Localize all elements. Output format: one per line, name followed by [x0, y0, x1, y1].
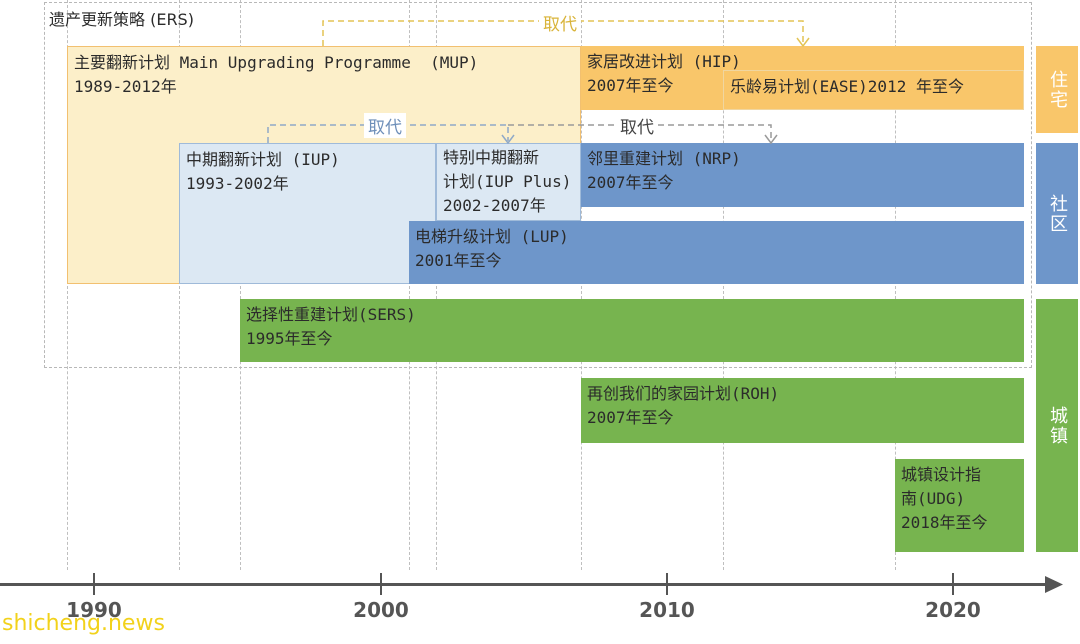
year-label: 1990 — [66, 598, 122, 622]
sidebar-town: 城镇 — [1036, 299, 1078, 552]
sidebar-housing-label: 住宅 — [1047, 69, 1068, 110]
iup-plus-box: 特别中期翻新 计划(IUP Plus) 2002-2007年 — [436, 143, 581, 221]
roh-period: 2007年至今 — [587, 408, 674, 427]
arrow-mup-nrp — [508, 124, 772, 141]
axis-tick — [380, 573, 382, 595]
hip-title: 家居改进计划 (HIP) — [587, 52, 741, 71]
lup-period: 2001年至今 — [415, 251, 502, 270]
iup-plus-title-1: 特别中期翻新 — [443, 148, 540, 167]
guide-line — [581, 0, 582, 570]
arrow-head-hip — [796, 37, 810, 48]
iup-box: 中期翻新计划 (IUP) 1993-2002年 — [179, 143, 436, 284]
replace-label-2: 取代 — [364, 113, 406, 138]
arrow-iup-iupplus — [267, 124, 509, 143]
watermark: shicheng.news — [2, 611, 165, 636]
ease-box: 乐龄易计划(EASE)2012 年至今 — [723, 70, 1024, 110]
iup-title: 中期翻新计划 (IUP) — [186, 150, 340, 169]
udg-period: 2018年至今 — [901, 513, 988, 532]
sers-period: 1995年至今 — [246, 329, 333, 348]
arrow-head-iupplus — [501, 134, 515, 145]
iup-plus-period: 2002-2007年 — [443, 196, 546, 215]
axis-tick — [93, 573, 95, 595]
axis-tick — [952, 573, 954, 595]
year-label: 2000 — [353, 598, 409, 622]
mup-period: 1989-2012年 — [74, 77, 177, 96]
udg-title-1: 城镇设计指 — [901, 465, 982, 484]
sidebar-community-label: 社区 — [1047, 193, 1068, 234]
guide-line — [179, 0, 180, 570]
roh-box: 再创我们的家园计划(ROH) 2007年至今 — [581, 378, 1024, 443]
nrp-box: 邻里重建计划 (NRP) 2007年至今 — [581, 143, 1024, 207]
lup-title: 电梯升级计划 (LUP) — [415, 227, 569, 246]
guide-line — [240, 0, 241, 570]
ease-title: 乐龄易计划(EASE)2012 年至今 — [730, 77, 964, 96]
ers-label: 遗产更新策略 (ERS) — [49, 10, 194, 29]
year-label: 2020 — [925, 598, 981, 622]
udg-title-2: 南(UDG) — [901, 489, 966, 508]
replace-label-3: 取代 — [616, 113, 658, 138]
guide-line — [409, 0, 410, 570]
sidebar-housing: 住宅 — [1036, 46, 1078, 133]
sidebar-community: 社区 — [1036, 143, 1078, 284]
hip-period: 2007年至今 — [587, 76, 674, 95]
ers-frame — [44, 2, 1032, 368]
arrow-head-nrp — [764, 134, 778, 145]
axis-tick — [666, 573, 668, 595]
replace-label-1: 取代 — [539, 10, 581, 35]
guide-line — [436, 0, 437, 570]
lup-box: 电梯升级计划 (LUP) 2001年至今 — [409, 221, 1024, 284]
guide-line — [895, 0, 896, 570]
axis-arrow-icon — [1045, 576, 1063, 593]
sidebar-town-label: 城镇 — [1047, 405, 1068, 446]
udg-box: 城镇设计指 南(UDG) 2018年至今 — [895, 459, 1024, 552]
iup-period: 1993-2002年 — [186, 174, 289, 193]
roh-title: 再创我们的家园计划(ROH) — [587, 384, 780, 403]
nrp-title: 邻里重建计划 (NRP) — [587, 149, 741, 168]
timeline-axis — [0, 583, 1050, 586]
sers-title: 选择性重建计划(SERS) — [246, 305, 416, 324]
mup-title: 主要翻新计划 Main Upgrading Programme (MUP) — [74, 53, 479, 72]
nrp-period: 2007年至今 — [587, 173, 674, 192]
guide-line — [67, 0, 68, 570]
iup-plus-title-2: 计划(IUP Plus) — [443, 172, 572, 191]
year-label: 2010 — [639, 598, 695, 622]
guide-line — [723, 0, 724, 570]
sers-box: 选择性重建计划(SERS) 1995年至今 — [240, 299, 1024, 362]
